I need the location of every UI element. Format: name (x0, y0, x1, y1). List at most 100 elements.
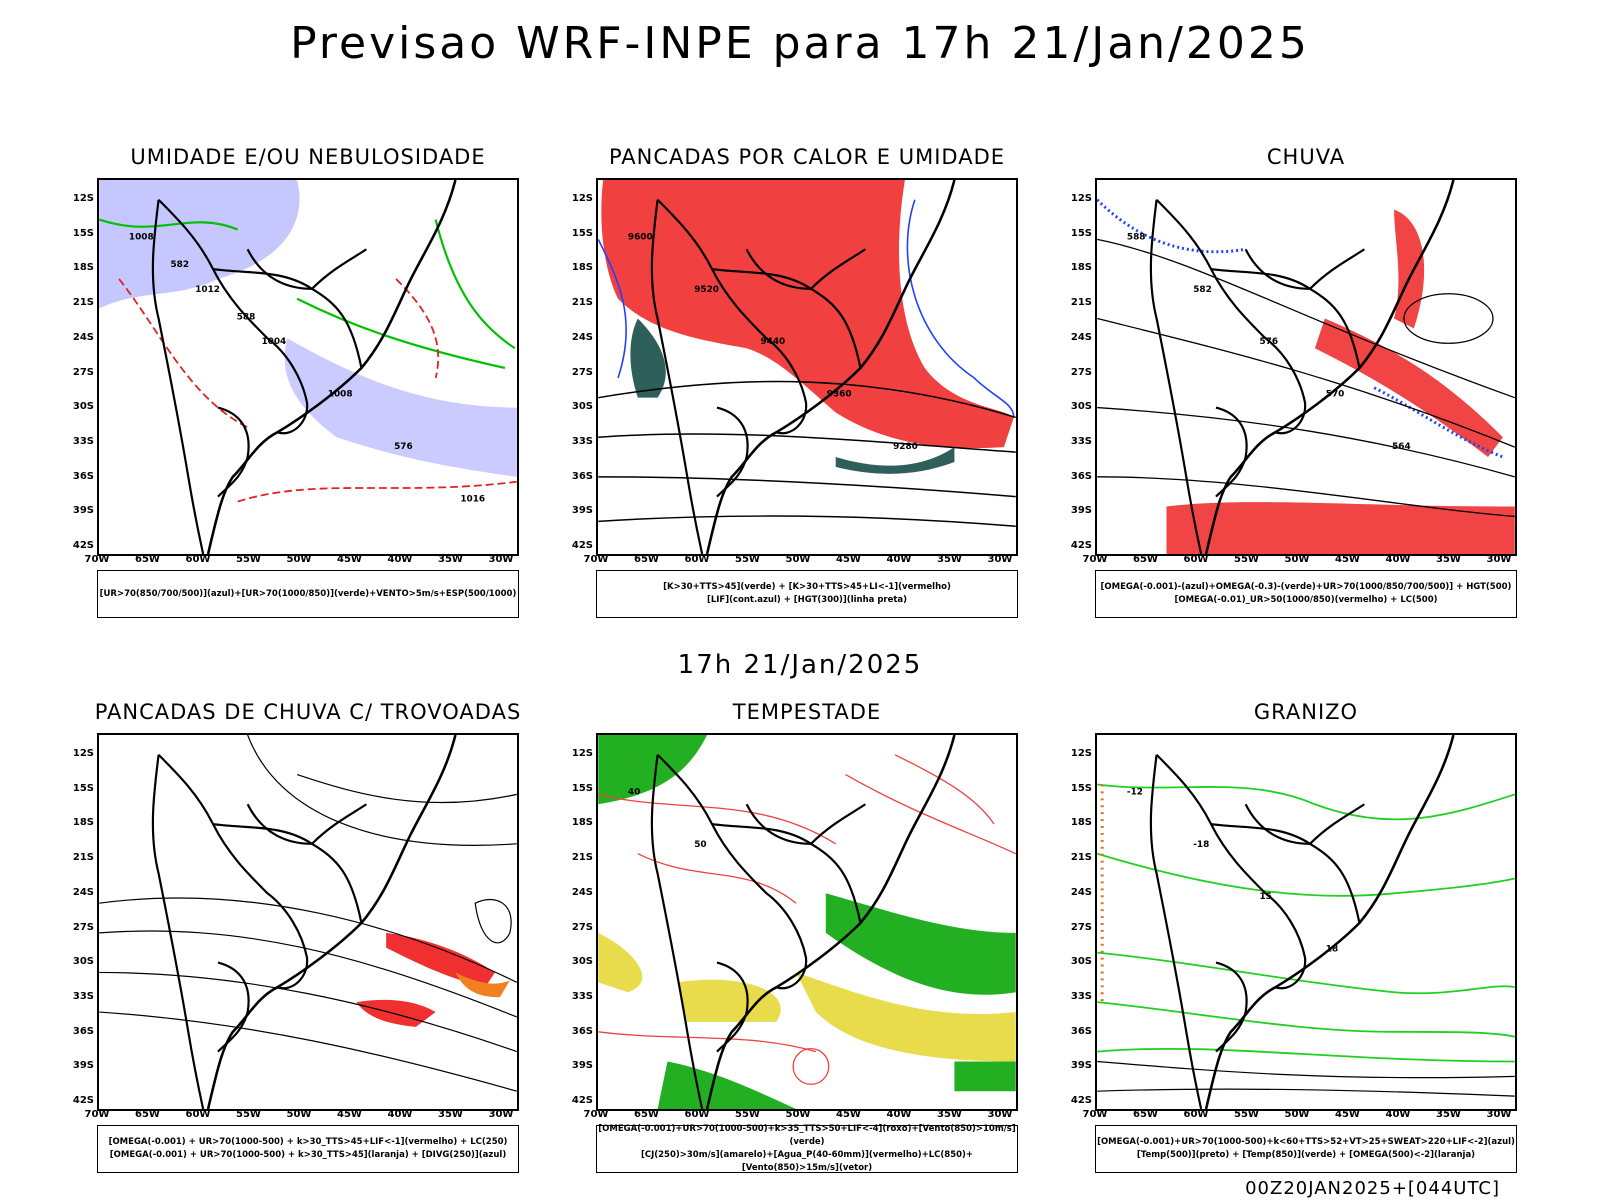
lon-label: 55W (236, 1109, 261, 1120)
lon-label: 30W (1486, 1109, 1512, 1120)
lat-label: 39S (571, 505, 593, 517)
lon-label: 55W (735, 1109, 760, 1120)
lon-label: 45W (836, 1109, 861, 1120)
lat-label: 39S (72, 505, 94, 517)
lat-label: 33S (1070, 990, 1092, 1002)
lon-label: 40W (387, 554, 413, 565)
contour-label: 9520 (694, 285, 719, 295)
panel-title: UMIDADE E/OU NEBULOSIDADE (130, 145, 486, 169)
lat-label: 36S (72, 470, 94, 482)
contour-label: 570 (1326, 390, 1345, 400)
lon-label: 40W (1385, 1109, 1411, 1120)
lat-label: 33S (72, 990, 94, 1002)
legend-line: [OMEGA(-0.001)-(azul)+OMEGA(-0.3)-(verde… (1100, 582, 1512, 592)
contour-label: 1008 (129, 232, 154, 242)
continent-borders (1149, 180, 1455, 554)
lat-label: 21S (72, 297, 94, 309)
lat-label: 24S (72, 886, 94, 898)
lon-label: 50W (785, 1109, 811, 1120)
lat-label: 33S (571, 435, 593, 447)
lat-label: 21S (571, 297, 593, 309)
lat-label: 27S (72, 366, 94, 378)
legend-line: [LIF](cont.azul) + [HGT(300)](linha pret… (706, 595, 908, 605)
lon-label: 60W (1183, 554, 1209, 565)
lat-label: 24S (1070, 331, 1092, 343)
lon-label: 35W (937, 554, 962, 565)
lat-label: 27S (571, 366, 593, 378)
contour-label: -18 (1193, 840, 1209, 850)
lon-label: 30W (1486, 554, 1512, 565)
contour-label: 40 (628, 787, 640, 797)
lat-label: 15S (1070, 782, 1092, 794)
forecast-map: -12 -18 15 18 (1095, 733, 1517, 1111)
contour-label: 564 (1392, 442, 1411, 452)
lon-label: 35W (937, 1109, 962, 1120)
lon-label: 70W (583, 554, 609, 565)
forecast-time-title: 17h 21/Jan/2025 (677, 650, 923, 680)
lat-label: 18S (1070, 817, 1092, 829)
map-canvas: 1008 1012 1004 1008 576 1016 582 588 (99, 180, 517, 554)
contour-label: 582 (1193, 285, 1212, 295)
lat-label: 12S (72, 748, 94, 759)
lat-label: 42S (1070, 1095, 1092, 1106)
legend-line: [OMEGA(-0.001) + UR>70(1000-500) + k>30_… (108, 1137, 508, 1147)
lat-label: 42S (72, 1095, 94, 1106)
lat-label: 39S (1070, 505, 1092, 517)
lon-label: 70W (84, 554, 110, 565)
temp-500-contour (1097, 1060, 1515, 1097)
contour-label: -12 (1127, 787, 1143, 797)
lon-label: 30W (987, 1109, 1013, 1120)
legend-line: [Temp(500)](preto) + [Temp(850)](verde) … (1136, 1150, 1476, 1160)
lat-label: 30S (571, 956, 593, 968)
lon-label: 45W (337, 554, 362, 565)
legend-line: [CJ(250)>30m/s](amarelo)+[Agua_P(40-60mm… (640, 1150, 974, 1173)
lat-label: 42S (72, 540, 94, 551)
lat-label: 15S (72, 782, 94, 794)
lon-label: 65W (135, 554, 160, 565)
contour-label: 1008 (328, 390, 353, 400)
lon-label: 50W (286, 1109, 312, 1120)
lat-label: 33S (1070, 435, 1092, 447)
humidity-fill-south (284, 338, 517, 477)
lat-label: 27S (72, 921, 94, 933)
lat-label: 42S (571, 540, 593, 551)
circulation-contour (474, 898, 512, 944)
lat-label: 12S (72, 193, 94, 204)
lat-label: 33S (571, 990, 593, 1002)
panel-title: CHUVA (1266, 145, 1346, 169)
lat-label: 12S (1070, 193, 1092, 204)
low-contour (792, 1048, 830, 1085)
lat-label: 36S (1070, 1025, 1092, 1037)
lat-label: 15S (571, 227, 593, 239)
lon-label: 30W (488, 554, 514, 565)
legend-box: [K>30+TTS>45](verde) + [K>30+TTS>45+LI<-… (596, 570, 1018, 618)
lon-label: 60W (185, 554, 211, 565)
lat-label: 18S (72, 262, 94, 274)
omega-dots (1097, 198, 1504, 459)
lat-label: 27S (1070, 366, 1092, 378)
lon-label: 60W (684, 554, 710, 565)
lon-label: 35W (438, 554, 463, 565)
lat-label: 39S (72, 1060, 94, 1072)
lon-label: 35W (1436, 1109, 1461, 1120)
lat-label: 24S (571, 331, 593, 343)
lat-label: 15S (72, 227, 94, 239)
contour-label: 18 (1326, 945, 1338, 955)
lon-label: 50W (785, 554, 811, 565)
continent-borders (1149, 735, 1455, 1109)
map-canvas: 40 50 (598, 735, 1016, 1109)
panel-title: TEMPESTADE (732, 700, 882, 724)
lat-label: 30S (72, 401, 94, 413)
continent-borders (151, 735, 457, 1109)
legend-line: [UR>70(850/700/500)](azul)+[UR>70(1000/8… (99, 588, 517, 599)
lat-label: 24S (1070, 886, 1092, 898)
precip-water-contour (598, 754, 1016, 1053)
lat-label: 36S (571, 470, 593, 482)
lat-label: 18S (571, 817, 593, 829)
lat-label: 36S (72, 1025, 94, 1037)
lon-label: 30W (987, 554, 1013, 565)
legend-box: [OMEGA(-0.001)+UR>70(1000-500)+k<60+TTS>… (1095, 1125, 1517, 1173)
high-pressure-contour (1403, 293, 1494, 344)
contour-label: 582 (170, 260, 189, 270)
lon-label: 30W (488, 1109, 514, 1120)
